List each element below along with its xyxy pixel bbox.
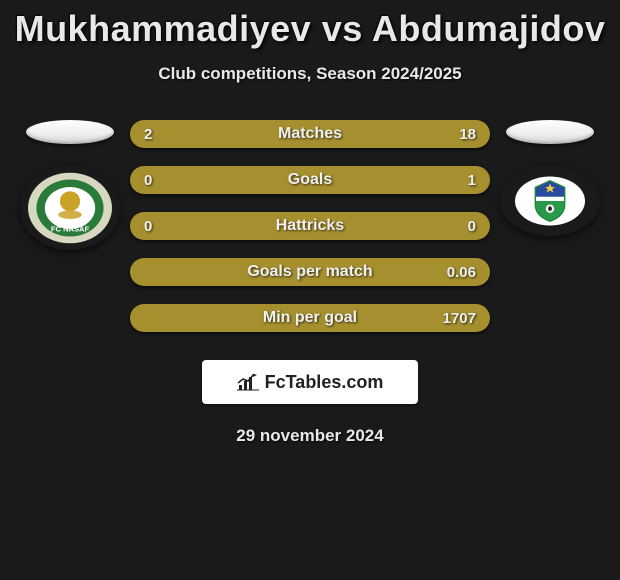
chart-icon [237, 373, 259, 391]
club-crest-right [500, 166, 600, 236]
stat-label: Hattricks [130, 217, 490, 235]
subtitle: Club competitions, Season 2024/2025 [0, 64, 620, 84]
stat-label: Goals [130, 171, 490, 189]
stat-row-goals-per-match: Goals per match 0.06 [130, 258, 490, 286]
stat-row-matches: 2 Matches 18 [130, 120, 490, 148]
stat-left-value: 2 [144, 126, 152, 143]
stat-row-min-per-goal: Min per goal 1707 [130, 304, 490, 332]
player-right-column [500, 120, 600, 236]
player-left-column: FC NASAF [20, 120, 120, 250]
comparison-row: FC NASAF 2 Matches 18 0 Goals 1 0 Hattri… [0, 120, 620, 332]
stat-left-value: 0 [144, 218, 152, 235]
stat-label: Goals per match [130, 263, 490, 281]
stats-column: 2 Matches 18 0 Goals 1 0 Hattricks 0 Goa… [130, 120, 490, 332]
branding-text: FcTables.com [265, 372, 384, 393]
stat-left-value: 0 [144, 172, 152, 189]
branding-badge[interactable]: FcTables.com [202, 360, 418, 404]
flag-ellipse-right [506, 120, 594, 144]
date-line: 29 november 2024 [0, 426, 620, 446]
flag-ellipse-left [26, 120, 114, 144]
fc-nasaf-crest: FC NASAF [20, 166, 120, 250]
svg-text:FC NASAF: FC NASAF [51, 225, 90, 234]
stat-right-value: 1707 [443, 310, 476, 327]
stat-right-value: 1 [468, 172, 476, 189]
stat-label: Min per goal [130, 309, 490, 327]
stat-label: Matches [130, 125, 490, 143]
stat-right-value: 0 [468, 218, 476, 235]
page-title: Mukhammadiyev vs Abdumajidov [0, 8, 620, 50]
stat-row-goals: 0 Goals 1 [130, 166, 490, 194]
stat-right-value: 0.06 [447, 264, 476, 281]
stat-row-hattricks: 0 Hattricks 0 [130, 212, 490, 240]
stat-right-value: 18 [459, 126, 476, 143]
